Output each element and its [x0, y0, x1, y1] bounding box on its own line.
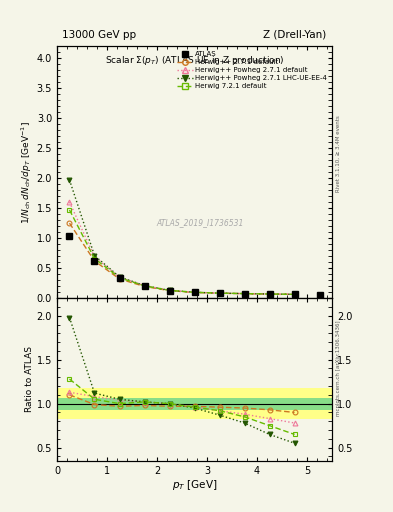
Text: mcplots.cern.ch [arXiv:1306.3436]: mcplots.cern.ch [arXiv:1306.3436] — [336, 321, 341, 416]
Text: 13000 GeV pp: 13000 GeV pp — [62, 30, 137, 40]
X-axis label: $p_T$ [GeV]: $p_T$ [GeV] — [172, 478, 217, 493]
Text: Z (Drell-Yan): Z (Drell-Yan) — [263, 30, 327, 40]
Text: Scalar $\Sigma(p_T)$ (ATLAS UE in Z production): Scalar $\Sigma(p_T)$ (ATLAS UE in Z prod… — [105, 54, 284, 67]
Legend: ATLAS, Herwig++ 2.7.1 default, Herwig++ Powheg 2.7.1 default, Herwig++ Powheg 2.: ATLAS, Herwig++ 2.7.1 default, Herwig++ … — [174, 48, 330, 92]
Text: Rivet 3.1.10, ≥ 3.4M events: Rivet 3.1.10, ≥ 3.4M events — [336, 115, 341, 192]
Y-axis label: Ratio to ATLAS: Ratio to ATLAS — [25, 347, 34, 413]
Text: ATLAS_2019_I1736531: ATLAS_2019_I1736531 — [156, 218, 244, 227]
Y-axis label: $1/N_{\rm ch}\, dN_{\rm ch}/dp_T$ [GeV$^{-1}$]: $1/N_{\rm ch}\, dN_{\rm ch}/dp_T$ [GeV$^… — [19, 121, 34, 224]
